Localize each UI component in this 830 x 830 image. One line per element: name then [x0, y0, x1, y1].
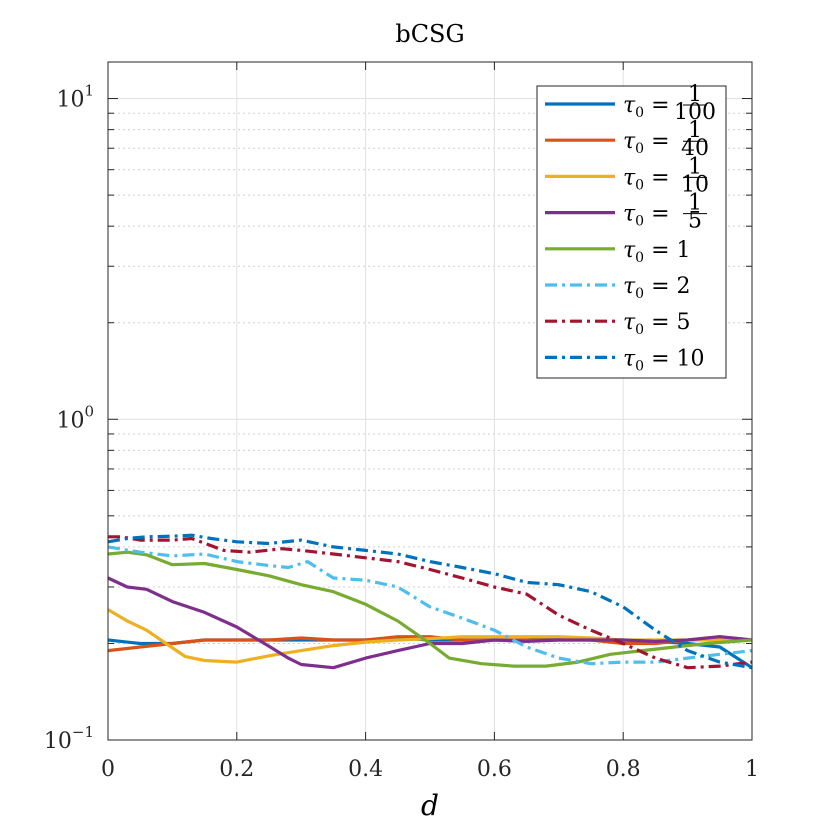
x-tick-label: 0.4: [348, 757, 383, 782]
legend-fraction-numerator: 1: [688, 154, 702, 179]
legend-label: τ0 =: [623, 202, 670, 230]
y-tick-label: 101: [56, 82, 94, 113]
legend-label: τ0 =: [623, 165, 670, 193]
series-line-4: [107, 576, 753, 670]
chart-title: bCSG: [395, 20, 464, 48]
x-axis-label: d: [421, 789, 439, 822]
series-group: [107, 533, 753, 670]
x-tick-label: 0: [101, 757, 115, 782]
legend-fraction-denominator: 10: [681, 172, 709, 197]
legend-label: τ0 =: [623, 93, 670, 121]
legend-fraction-denominator: 100: [674, 100, 716, 125]
series-line-5: [107, 550, 753, 668]
legend-fraction-numerator: 1: [688, 118, 702, 143]
legend-box: [536, 85, 727, 379]
x-tick-label: 0.6: [477, 757, 512, 782]
legend-label: τ0 = 1: [623, 238, 691, 266]
legend-label: τ0 = 10: [623, 346, 705, 374]
x-tick-label: 0.2: [219, 757, 254, 782]
series-line-7: [108, 535, 753, 670]
series-line-6: [107, 545, 753, 666]
axes-frame: [107, 61, 753, 741]
legend-fraction-denominator: 5: [688, 209, 702, 234]
y-tick-label: 10−1: [44, 723, 94, 754]
y-tick-label: 100: [56, 402, 94, 433]
x-tick-label: 0.8: [606, 757, 641, 782]
series-line-2: [107, 635, 753, 653]
legend-label: τ0 =: [623, 129, 670, 157]
x-tick-label: 1: [745, 757, 759, 782]
legend-label: τ0 = 2: [623, 274, 691, 302]
legend-label: τ0 = 5: [623, 310, 691, 338]
series-line-8: [107, 533, 753, 670]
legend-fraction-numerator: 1: [688, 191, 702, 216]
legend-fraction-numerator: 1: [688, 82, 702, 107]
legend-fraction-denominator: 40: [681, 136, 709, 161]
